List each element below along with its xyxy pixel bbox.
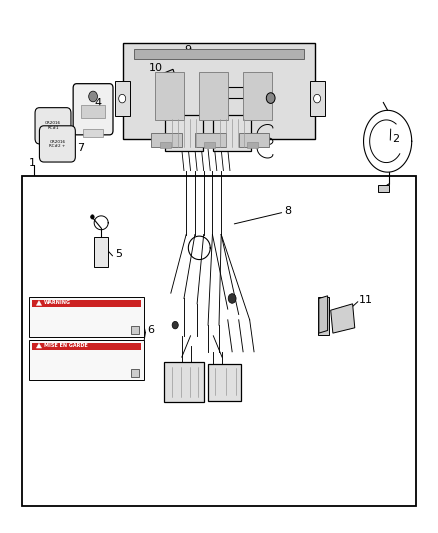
FancyBboxPatch shape bbox=[310, 81, 325, 116]
FancyBboxPatch shape bbox=[35, 108, 71, 144]
FancyBboxPatch shape bbox=[73, 84, 113, 135]
Text: 1: 1 bbox=[28, 158, 35, 167]
Polygon shape bbox=[331, 304, 355, 333]
FancyBboxPatch shape bbox=[208, 364, 241, 401]
Bar bbox=[378, 185, 389, 192]
Text: MISE EN GARDE: MISE EN GARDE bbox=[44, 343, 88, 348]
Bar bbox=[195, 133, 226, 147]
Polygon shape bbox=[36, 343, 42, 348]
Bar bbox=[94, 237, 108, 266]
FancyBboxPatch shape bbox=[164, 362, 204, 402]
FancyBboxPatch shape bbox=[123, 43, 315, 139]
Circle shape bbox=[266, 93, 275, 103]
Bar bbox=[204, 142, 215, 148]
Bar bbox=[239, 133, 269, 147]
Text: 10: 10 bbox=[149, 63, 163, 73]
Text: CR2016
RC#1: CR2016 RC#1 bbox=[45, 122, 61, 130]
Bar bbox=[83, 129, 103, 137]
Circle shape bbox=[228, 294, 236, 303]
Bar bbox=[247, 142, 258, 148]
FancyBboxPatch shape bbox=[213, 115, 251, 151]
Bar bbox=[223, 87, 248, 98]
Text: 11: 11 bbox=[359, 295, 373, 304]
Bar bbox=[22, 176, 416, 506]
Bar bbox=[131, 326, 139, 334]
Polygon shape bbox=[36, 301, 42, 305]
Circle shape bbox=[119, 94, 126, 103]
Text: 5: 5 bbox=[115, 249, 122, 259]
Circle shape bbox=[91, 215, 94, 219]
Text: 3: 3 bbox=[247, 82, 254, 91]
Polygon shape bbox=[319, 296, 328, 333]
Bar bbox=[134, 49, 304, 59]
FancyBboxPatch shape bbox=[29, 297, 144, 337]
Bar bbox=[160, 142, 171, 148]
Circle shape bbox=[314, 94, 321, 103]
Text: WARNING: WARNING bbox=[44, 300, 71, 305]
FancyBboxPatch shape bbox=[318, 297, 329, 335]
Bar bbox=[131, 369, 139, 377]
Circle shape bbox=[88, 91, 97, 102]
FancyBboxPatch shape bbox=[39, 126, 75, 162]
Bar bbox=[32, 300, 141, 307]
Polygon shape bbox=[158, 69, 177, 91]
Bar bbox=[243, 72, 272, 120]
FancyBboxPatch shape bbox=[29, 340, 144, 380]
Bar bbox=[199, 72, 228, 120]
FancyBboxPatch shape bbox=[115, 81, 130, 116]
Text: 2: 2 bbox=[392, 134, 399, 143]
Text: 9: 9 bbox=[184, 45, 191, 55]
Text: 4: 4 bbox=[94, 98, 101, 108]
Text: 7: 7 bbox=[77, 143, 84, 153]
Bar bbox=[155, 72, 184, 120]
Circle shape bbox=[172, 321, 178, 329]
Bar bbox=[151, 133, 182, 147]
Text: CR2016
RC#2 +: CR2016 RC#2 + bbox=[49, 140, 66, 148]
Text: 6: 6 bbox=[148, 326, 155, 335]
FancyBboxPatch shape bbox=[165, 115, 203, 151]
Text: 8: 8 bbox=[284, 206, 291, 215]
Bar bbox=[32, 343, 141, 350]
Bar bbox=[81, 105, 105, 118]
